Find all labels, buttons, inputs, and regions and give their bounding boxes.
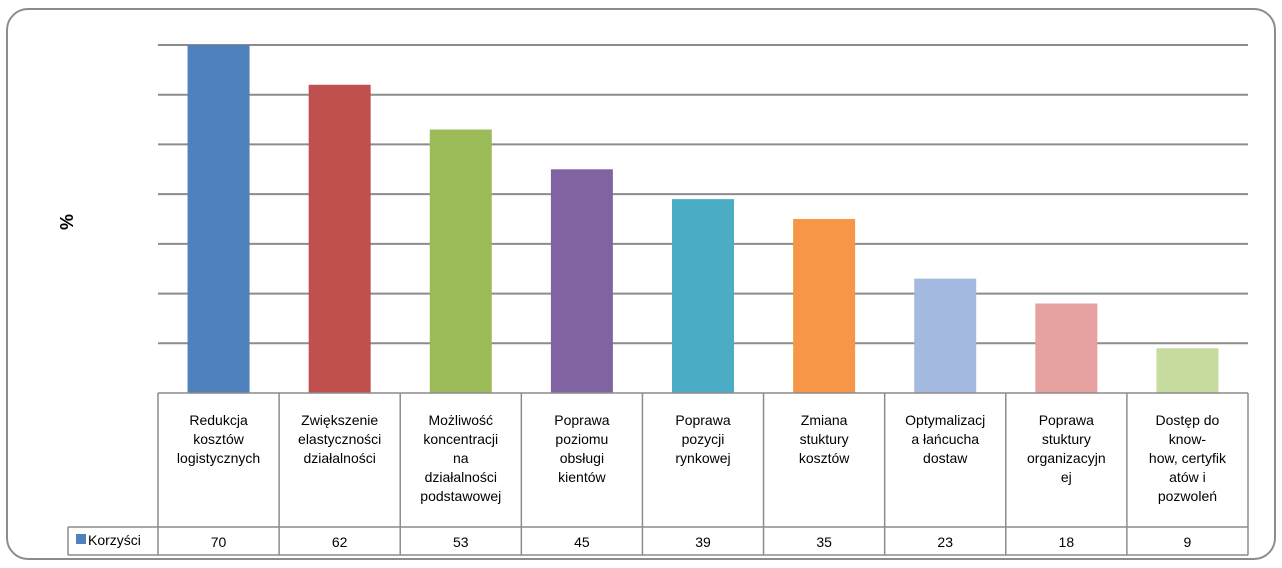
bar (550, 169, 613, 393)
category-label: Zwiększenie elastyczności działalności (298, 412, 381, 466)
legend-key (76, 534, 86, 544)
bar (308, 84, 371, 394)
category-label: Zmiana stuktury kosztów (799, 412, 850, 466)
data-value-label: 62 (332, 534, 348, 550)
category-label: Poprawa poziomu obsługi kientów (554, 412, 609, 485)
category-label: Dostęp do know-how, certyfik atów i pozwole… (1149, 412, 1227, 504)
data-table: Redukcja kosztów logistycznych Zwiększenie e… (67, 392, 1249, 556)
category-label: Poprawa pozycji rynkowej (675, 412, 730, 466)
data-value-label: 9 (1184, 534, 1192, 550)
bar (672, 199, 734, 393)
bar (1035, 303, 1098, 393)
data-value-label: 53 (453, 534, 469, 550)
category-label: Możliwość koncentracji na działalności podst… (420, 412, 501, 504)
bar (793, 219, 856, 393)
data-value-label: 18 (1059, 534, 1075, 550)
category-label: Poprawa stuktury organizacyjn ej (1027, 412, 1106, 485)
y-axis-label: % (57, 214, 77, 230)
category-label: Optymalizacj a łańcucha dostaw (905, 412, 985, 466)
data-value-label: 23 (937, 534, 953, 550)
bar (914, 278, 977, 393)
bar (1156, 348, 1219, 393)
data-value-label: 70 (211, 534, 227, 550)
data-value-label: 45 (574, 534, 590, 550)
category-label: Redukcja kosztów logistycznych (177, 412, 260, 466)
series-name: Korzyści (88, 532, 141, 548)
data-value-label: 39 (695, 534, 711, 550)
bar (187, 45, 250, 393)
bar (429, 129, 492, 393)
data-value-label: 35 (816, 534, 832, 550)
bars (187, 45, 1219, 394)
